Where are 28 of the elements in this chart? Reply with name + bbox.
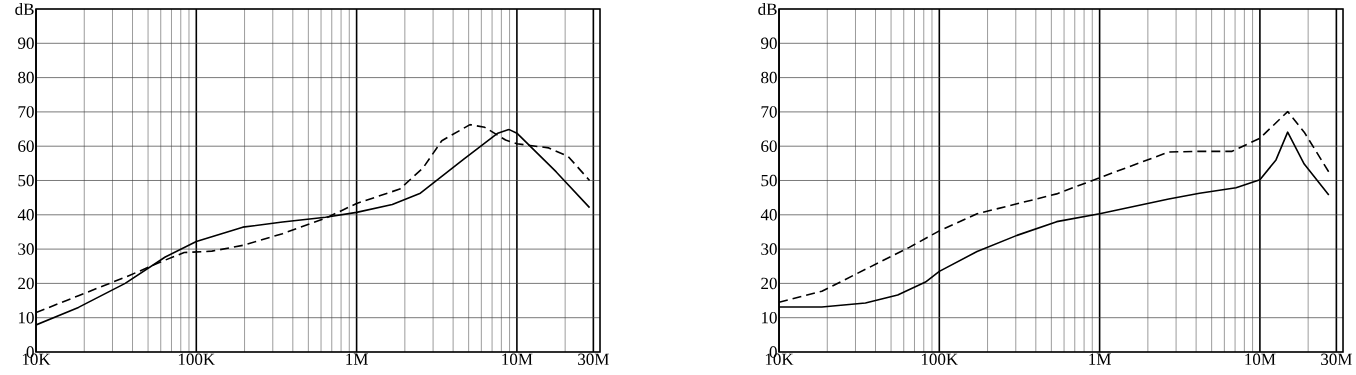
x-tick-label: 1M [346, 353, 368, 365]
x-tick-label: 10M [1245, 353, 1276, 366]
y-tick-label: 20 [18, 277, 34, 290]
x-tick-label: 30M [1321, 353, 1352, 366]
y-tick-label: dB [15, 3, 34, 15]
y-tick-label: 50 [18, 174, 34, 187]
y-tick-label: 30 [18, 243, 34, 255]
y-tick-label: 90 [761, 37, 777, 50]
x-tick-label: 100K [921, 353, 959, 366]
x-tick-label: 1M [1089, 353, 1111, 365]
y-tick-label: 70 [18, 106, 34, 118]
y-tick-label: 80 [761, 71, 777, 84]
y-tick-label: 60 [18, 140, 34, 152]
x-tick-label: 10M [502, 353, 533, 366]
x-tick-label: 100K [178, 353, 216, 366]
y-tick-label: 20 [761, 277, 777, 290]
y-tick-label: 40 [760, 209, 777, 221]
y-tick-label: 10 [18, 311, 34, 324]
y-tick-label: dB [758, 3, 777, 15]
y-tick-label: 40 [17, 209, 34, 221]
y-tick-label: 30 [761, 243, 777, 255]
y-tick-label: 60 [761, 140, 777, 152]
y-tick-label: 10 [761, 311, 777, 324]
y-tick-label: 50 [761, 174, 777, 187]
y-tick-label: 90 [18, 37, 34, 50]
y-tick-label: 70 [761, 106, 777, 118]
x-tick-label: 30M [578, 353, 609, 366]
y-tick-label: 80 [18, 71, 34, 84]
